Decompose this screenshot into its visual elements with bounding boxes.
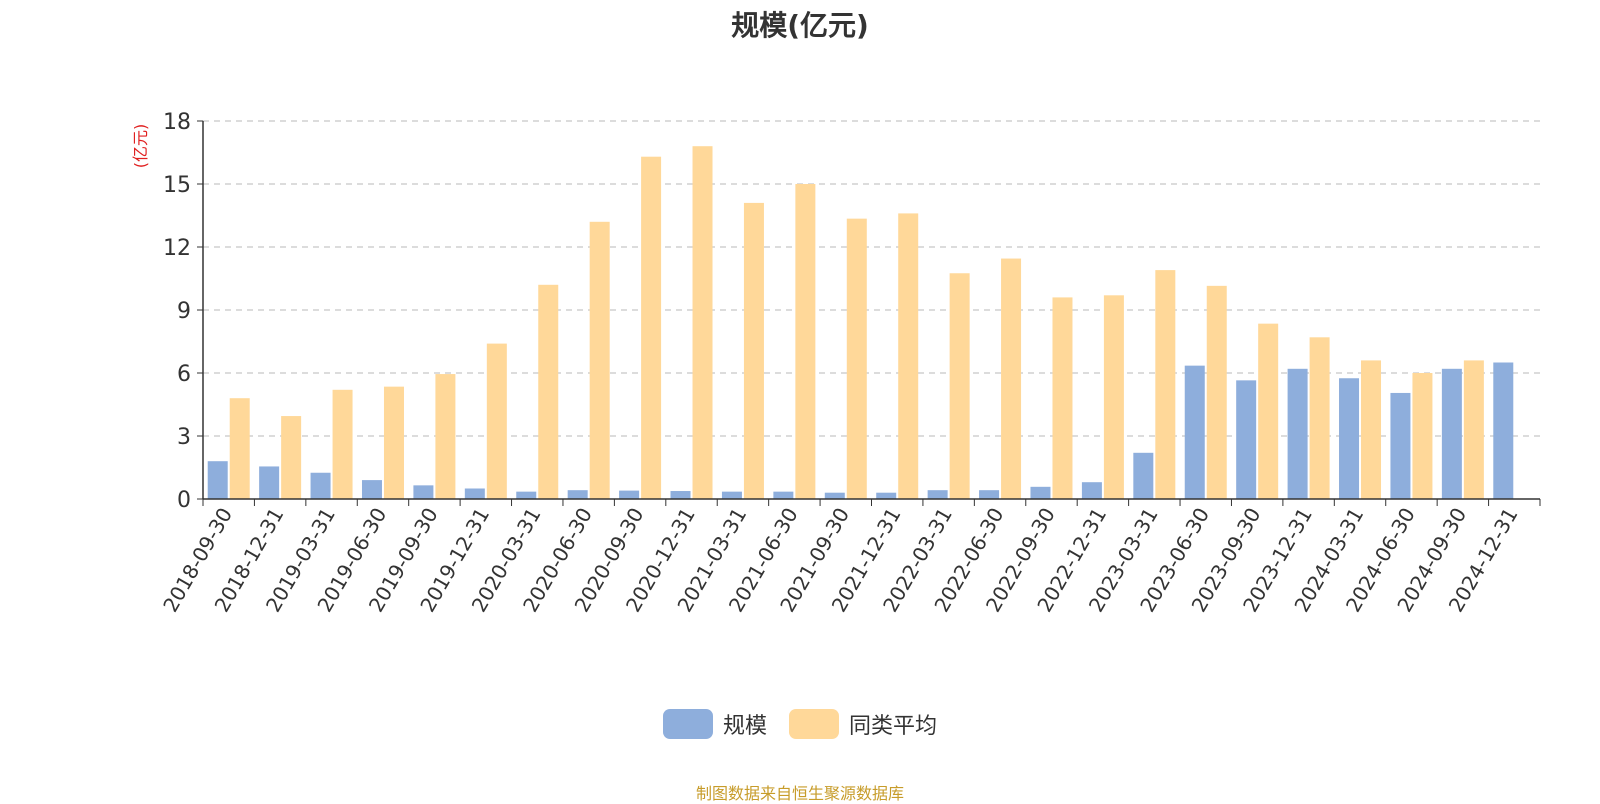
- bar-scale: [773, 491, 794, 499]
- bar-peer-average: [538, 284, 559, 499]
- legend-item-scale[interactable]: 规模: [662, 708, 767, 740]
- bar-scale: [1390, 392, 1411, 499]
- bar-scale: [1030, 486, 1051, 499]
- bar-scale: [259, 466, 280, 499]
- bar-peer-average: [743, 202, 764, 499]
- bar-peer-average: [1155, 270, 1176, 499]
- bar-peer-average: [641, 156, 662, 499]
- legend-label-peer-average: 同类平均: [849, 714, 938, 739]
- bar-scale: [1236, 380, 1257, 499]
- bar-peer-average: [1412, 373, 1433, 499]
- bar-scale: [1133, 452, 1154, 499]
- bar-scale: [876, 492, 897, 499]
- bar-peer-average: [1361, 360, 1382, 499]
- chart-title: 规模(亿元): [731, 9, 869, 42]
- bar-scale: [670, 491, 691, 499]
- bar-scale: [1339, 378, 1360, 499]
- bar-peer-average: [229, 398, 250, 499]
- bar-peer-average: [486, 343, 507, 499]
- y-tick-label: 0: [177, 488, 191, 513]
- bar-peer-average: [1258, 323, 1279, 499]
- bar-scale: [361, 480, 382, 499]
- legend-swatch-scale: [662, 709, 713, 739]
- bar-peer-average: [1052, 297, 1073, 499]
- y-tick-label: 18: [163, 110, 191, 135]
- bar-peer-average: [589, 221, 610, 500]
- bars: [207, 146, 1514, 500]
- bar-peer-average: [898, 213, 919, 499]
- bar-peer-average: [1463, 360, 1484, 499]
- bar-scale: [1081, 482, 1102, 499]
- bar-scale: [721, 491, 742, 499]
- bar-scale: [824, 492, 845, 499]
- bar-peer-average: [1103, 295, 1124, 499]
- bar-peer-average: [383, 386, 404, 499]
- bar-scale: [1493, 362, 1514, 499]
- y-tick-label: 6: [177, 362, 191, 387]
- legend-item-peer-average[interactable]: 同类平均: [789, 708, 937, 740]
- source-note: 制图数据来自恒生聚源数据库: [695, 784, 904, 803]
- legend: 规模 同类平均: [0, 708, 1600, 740]
- legend-label-scale: 规模: [722, 714, 767, 739]
- bar-peer-average: [949, 273, 970, 499]
- y-axis-label: (亿元): [131, 124, 150, 169]
- bar-scale: [1184, 365, 1205, 499]
- legend-swatch-peer-average: [789, 709, 839, 739]
- bar-peer-average: [1001, 258, 1022, 499]
- bar-peer-average: [281, 416, 302, 499]
- bar-scale: [310, 472, 331, 499]
- bar-scale: [927, 490, 948, 499]
- bar-scale: [413, 485, 434, 499]
- bar-peer-average: [1309, 337, 1330, 499]
- bar-scale: [464, 488, 485, 499]
- bar-peer-average: [846, 218, 867, 499]
- bar-scale: [207, 461, 228, 499]
- y-tick-label: 3: [177, 425, 191, 450]
- bar-peer-average: [435, 374, 456, 499]
- bar-peer-average: [692, 146, 713, 499]
- bar-scale: [1287, 368, 1308, 499]
- bar-scale: [979, 490, 1000, 499]
- bar-scale: [516, 491, 537, 499]
- bar-peer-average: [1206, 285, 1227, 499]
- bar-scale: [567, 490, 588, 499]
- y-tick-label: 9: [177, 299, 191, 324]
- bar-peer-average: [332, 389, 353, 499]
- y-tick-label: 12: [163, 236, 191, 261]
- bar-scale: [1441, 368, 1462, 499]
- bar-scale: [619, 490, 640, 499]
- y-tick-label: 15: [163, 173, 191, 198]
- bar-peer-average: [795, 184, 816, 499]
